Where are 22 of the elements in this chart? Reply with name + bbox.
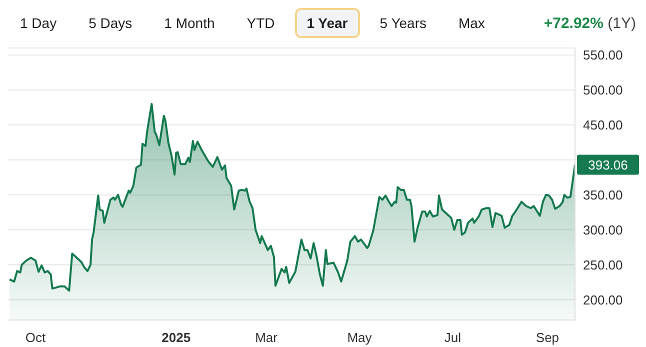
annotation: 393.06 <box>588 158 628 173</box>
y-tick-label: 450.00 <box>583 118 623 133</box>
x-tick-label: Oct <box>25 330 46 345</box>
x-tick-label: May <box>347 330 372 345</box>
y-tick-label: 200.00 <box>583 292 623 308</box>
chart-subtitle: +72.92% (1Y) <box>544 14 636 32</box>
text: 5 Years <box>378 14 428 33</box>
y-tick-label: 250.00 <box>583 257 623 272</box>
y-tick-label: 500.00 <box>583 82 623 98</box>
y-tick-label: 350.00 <box>583 187 623 202</box>
x-tick-label: Sep <box>536 330 560 345</box>
text: YTD <box>246 14 276 33</box>
y-tick-label: 550.00 <box>583 48 623 63</box>
text: 1 Month <box>163 14 216 33</box>
text: 1 Day <box>19 14 58 33</box>
text: 5 Days <box>88 14 134 33</box>
text: 1 Year <box>294 8 360 38</box>
x-tick-label: Jul <box>444 330 462 345</box>
x-tick-label: 2025 <box>162 330 191 345</box>
x-tick-label: Mar <box>255 330 278 345</box>
y-tick-label: 300.00 <box>583 222 623 238</box>
text: Max <box>457 14 486 33</box>
